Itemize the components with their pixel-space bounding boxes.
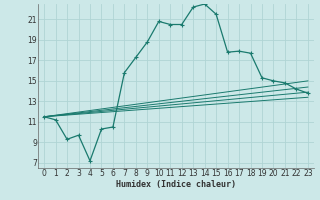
- X-axis label: Humidex (Indice chaleur): Humidex (Indice chaleur): [116, 180, 236, 189]
